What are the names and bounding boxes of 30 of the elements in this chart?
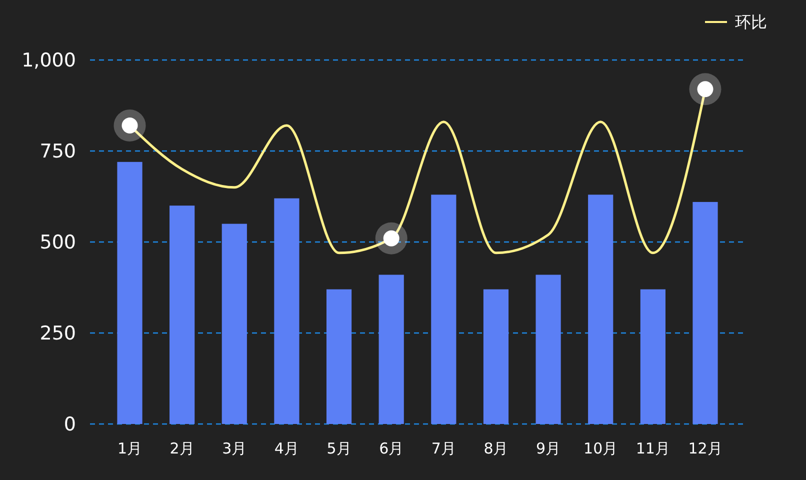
x-tick-label: 7月 [431,439,456,458]
x-tick-label: 3月 [222,439,247,458]
x-tick-label: 11月 [636,439,670,458]
legend-label: 环比 [735,12,767,32]
bar [692,202,718,424]
x-tick-label: 8月 [484,439,508,458]
bar [431,194,456,424]
x-tick-label: 2月 [170,439,194,458]
x-tick-label: 10月 [584,439,618,458]
x-tick-label: 12月 [688,439,722,458]
x-tick-label: 9月 [536,439,561,458]
y-tick-label: 250 [40,322,76,345]
bar [170,206,195,424]
x-tick-label: 1月 [117,439,142,458]
bar [274,198,300,424]
bar [536,274,561,424]
y-tick-label: 750 [40,140,76,163]
bar [588,194,614,424]
bar [483,289,509,424]
y-tick-label: 0 [64,414,76,436]
bar [640,289,666,424]
bar [378,274,404,424]
x-tick-label: 6月 [379,439,404,458]
bar [326,289,352,424]
y-tick-label: 1,000 [22,50,76,72]
bar [222,224,247,424]
bar [117,162,142,424]
y-tick-label: 500 [40,232,76,254]
x-tick-label: 5月 [326,439,352,458]
x-tick-label: 4月 [274,439,299,458]
